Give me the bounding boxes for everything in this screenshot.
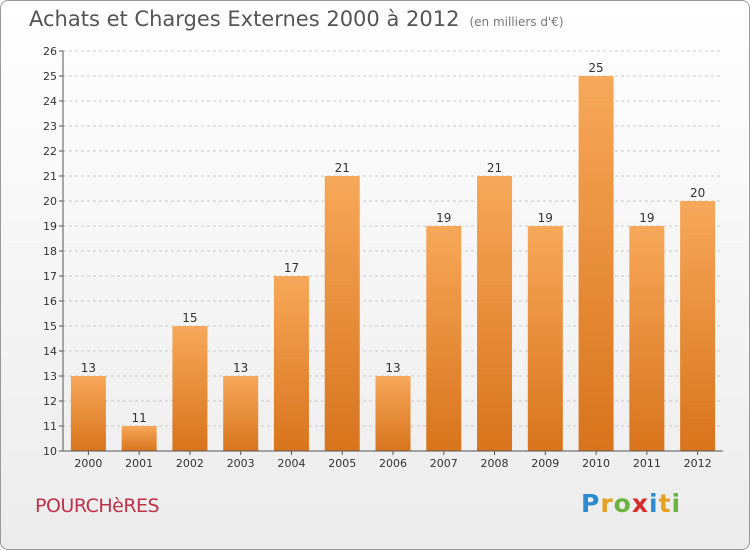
x-tick-label: 2000: [74, 457, 102, 470]
logo-letter: o: [613, 489, 632, 518]
bar-2008: [477, 176, 513, 451]
bar-value-label: 19: [538, 211, 553, 225]
y-tick-label: 26: [43, 45, 57, 58]
bar-value-label: 19: [639, 211, 654, 225]
chart-title-text: Achats et Charges Externes 2000 à 2012: [29, 7, 460, 31]
y-tick-label: 12: [43, 395, 57, 408]
y-tick-label: 17: [43, 270, 57, 283]
chart-title: Achats et Charges Externes 2000 à 2012 (e…: [29, 7, 564, 31]
y-tick-label: 25: [43, 70, 57, 83]
logo-letter: i: [671, 489, 682, 518]
axes: 10 11 12 13 14 15 16 17 18 19 20 21 22 23 24 25 26 2000 20…: [43, 45, 723, 470]
bar-value-label: 21: [335, 161, 350, 175]
y-tick-label: 19: [43, 220, 57, 233]
bar-2004: [273, 276, 309, 451]
bar-2003: [223, 376, 259, 451]
x-tick-label: 2005: [328, 457, 356, 470]
x-tick-label: 2006: [379, 457, 407, 470]
bar-2012: [680, 201, 716, 451]
x-tick-label: 2010: [582, 457, 610, 470]
bar-value-label: 11: [132, 411, 147, 425]
y-tick-label: 23: [43, 120, 57, 133]
bar-value-label: 17: [284, 261, 299, 275]
bars: 13 11 15 13 17 21 13 19 21 19 25 19 20: [70, 61, 716, 451]
y-tick-label: 15: [43, 320, 57, 333]
bar-2010: [578, 76, 614, 451]
bar-2001: [121, 426, 157, 451]
x-tick-label: 2009: [531, 457, 559, 470]
x-tick-label: 2004: [277, 457, 305, 470]
x-tick-label: 2003: [227, 457, 255, 470]
bar-2002: [172, 326, 208, 451]
bar-value-label: 21: [487, 161, 502, 175]
bar-value-label: 20: [690, 186, 705, 200]
bar-value-label: 13: [385, 361, 400, 375]
chart-subtitle: (en milliers d'€): [469, 15, 564, 29]
logo-letter: r: [600, 489, 614, 518]
y-tick-label: 11: [43, 420, 57, 433]
bar-2005: [324, 176, 360, 451]
logo-letter: P: [581, 489, 601, 518]
logo-letter: i: [649, 489, 659, 518]
bar-value-label: 19: [436, 211, 451, 225]
x-tick-label: 2012: [684, 457, 712, 470]
bar-2011: [629, 226, 665, 451]
y-tick-label: 18: [43, 245, 57, 258]
x-tick-label: 2011: [633, 457, 661, 470]
x-tick-label: 2008: [481, 457, 509, 470]
logo-letter: x: [631, 489, 649, 518]
y-tick-label: 13: [43, 370, 57, 383]
place-name: POURCHèRES: [35, 495, 160, 517]
y-tick-label: 21: [43, 170, 57, 183]
bar-value-label: 13: [233, 361, 248, 375]
bar-value-label: 13: [81, 361, 96, 375]
logo-letter: t: [658, 489, 672, 518]
proxiti-logo[interactable]: Proxiti: [581, 489, 681, 518]
y-tick-label: 16: [43, 295, 57, 308]
y-tick-label: 20: [43, 195, 57, 208]
bar-2000: [70, 376, 106, 451]
y-tick-label: 14: [43, 345, 57, 358]
bar-2009: [527, 226, 563, 451]
y-tick-label: 10: [43, 445, 57, 458]
x-tick-label: 2002: [176, 457, 204, 470]
bar-value-label: 25: [588, 61, 603, 75]
bar-2006: [375, 376, 411, 451]
bar-value-label: 15: [182, 311, 197, 325]
y-tick-label: 22: [43, 145, 57, 158]
bar-2007: [426, 226, 462, 451]
y-tick-label: 24: [43, 95, 57, 108]
x-tick-label: 2007: [430, 457, 458, 470]
x-tick-label: 2001: [125, 457, 153, 470]
